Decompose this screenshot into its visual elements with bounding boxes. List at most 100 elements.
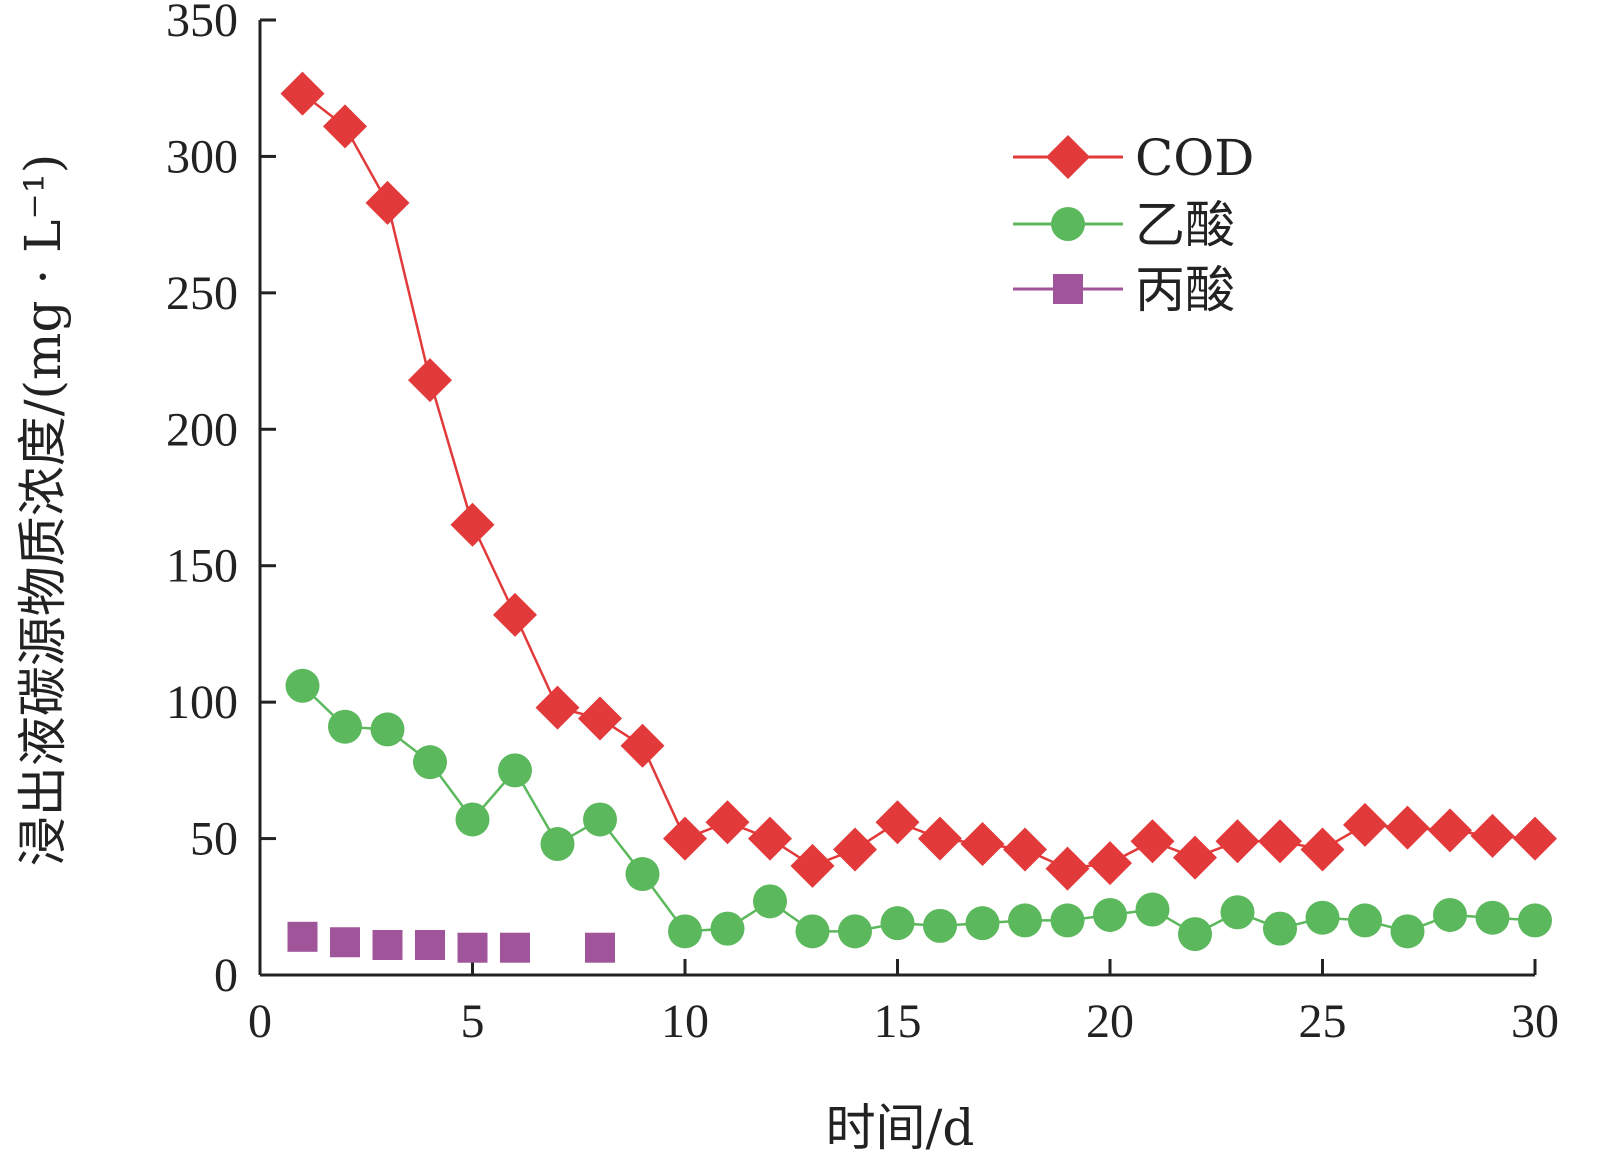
data-point: [875, 800, 920, 845]
y-axis-title: 浸出液碳源物质浓度/(mg · L⁻¹): [14, 154, 72, 867]
data-point: [1518, 903, 1552, 938]
y-tick-label: 250: [166, 267, 238, 320]
data-point: [1390, 914, 1425, 949]
legend-item: 乙酸: [1013, 196, 1235, 254]
data-point: [1385, 805, 1430, 850]
data-point: [838, 914, 872, 949]
series-line: [301, 684, 1536, 936]
x-tick-label: 20: [1086, 995, 1134, 1048]
legend-item: COD: [1013, 129, 1254, 187]
data-point: [328, 709, 362, 744]
data-point: [1003, 827, 1047, 872]
data-point: [1215, 819, 1260, 864]
data-point: [1050, 903, 1085, 938]
data-point: [370, 712, 405, 747]
data-point: [710, 911, 745, 946]
data-point: [280, 71, 325, 116]
x-tick-label: 0: [248, 995, 272, 1048]
data-point: [668, 914, 702, 949]
data-point: [833, 827, 877, 872]
data-point: [1348, 903, 1382, 938]
data-point: [663, 816, 707, 861]
x-tick-label: 10: [661, 995, 709, 1048]
data-point: [287, 921, 318, 952]
data-point: [1220, 895, 1255, 930]
data-point: [455, 802, 490, 837]
data-point: [330, 927, 360, 958]
data-point: [540, 827, 575, 862]
data-point: [960, 822, 1005, 867]
legend-marker: [1053, 274, 1083, 304]
axes: 0 50 100 150 200 250 300 350 0 5 10 15 20 25 30: [166, 0, 1559, 1048]
data-point: [1178, 917, 1212, 952]
data-point: [493, 592, 537, 637]
data-point: [1258, 819, 1302, 864]
data-point: [1130, 819, 1175, 864]
data-point: [1428, 808, 1472, 853]
x-tick-label: 30: [1511, 995, 1559, 1048]
data-point: [795, 914, 830, 949]
data-point: [583, 802, 617, 837]
data-point: [1513, 816, 1557, 861]
series-2: [287, 921, 615, 963]
data-point: [965, 906, 1000, 941]
data-point: [457, 932, 488, 963]
y-tick-label: 200: [166, 403, 238, 456]
data-point: [918, 816, 962, 861]
data-point: [1305, 900, 1340, 935]
data-point: [748, 816, 792, 861]
legend-label: COD: [1135, 129, 1254, 187]
data-point: [578, 696, 622, 741]
data-point: [585, 932, 615, 963]
series-1: [285, 668, 1552, 952]
legend-label: 乙酸: [1135, 196, 1235, 254]
data-point: [880, 906, 915, 941]
data-point: [1343, 802, 1387, 847]
data-point: [1008, 903, 1042, 938]
legend-marker: [1051, 207, 1085, 241]
series-line: [301, 92, 1536, 870]
series-layer: [280, 71, 1557, 963]
y-tick-label: 350: [166, 0, 238, 47]
data-point: [450, 502, 495, 547]
y-tick-label: 300: [166, 130, 238, 183]
data-point: [500, 932, 530, 963]
data-point: [923, 908, 957, 943]
legend-item: 丙酸: [1013, 261, 1235, 319]
data-point: [1433, 897, 1467, 932]
data-point: [408, 358, 452, 403]
legend-label: 丙酸: [1135, 261, 1235, 319]
data-point: [1045, 846, 1090, 891]
data-point: [705, 800, 750, 845]
data-point: [365, 180, 410, 225]
data-point: [285, 668, 320, 703]
data-point: [413, 745, 447, 780]
data-point: [415, 929, 445, 960]
data-point: [625, 857, 660, 892]
legend-marker: [1046, 135, 1090, 179]
data-point: [1135, 892, 1170, 927]
data-point: [1470, 813, 1515, 858]
data-point: [753, 884, 787, 919]
data-point: [1475, 900, 1510, 935]
x-tick-label: 5: [461, 995, 485, 1048]
data-point: [790, 843, 835, 888]
data-point: [535, 685, 580, 730]
data-point: [372, 929, 403, 960]
data-point: [1173, 835, 1217, 880]
x-tick-label: 15: [874, 995, 922, 1048]
y-tick-label: 0: [214, 949, 238, 1002]
y-tick-label: 50: [190, 813, 238, 866]
y-tick-label: 150: [166, 540, 238, 593]
x-axis-title: 时间/d: [826, 1099, 975, 1157]
data-point: [1093, 897, 1127, 932]
data-point: [1088, 841, 1132, 886]
series-0: [280, 71, 1557, 891]
y-tick-label: 100: [166, 676, 238, 729]
data-point: [620, 723, 665, 768]
data-point: [498, 753, 532, 788]
data-point: [1263, 911, 1297, 946]
data-point: [323, 104, 367, 149]
